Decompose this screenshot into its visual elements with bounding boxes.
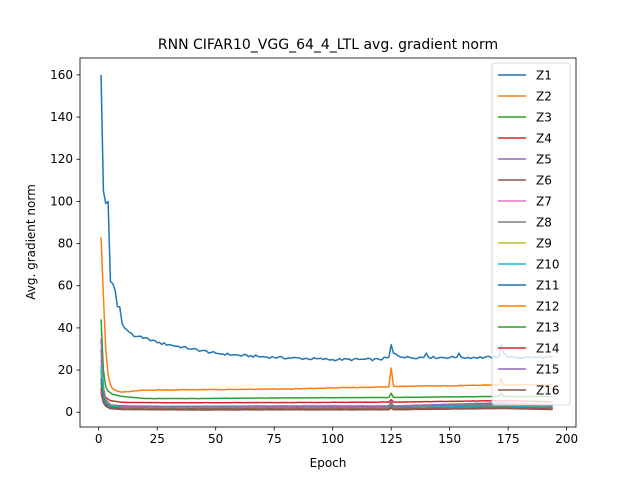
series-line-z16 [100,393,553,411]
x-tick-label: 75 [267,432,282,446]
series-line-z8 [100,348,553,409]
legend-label-z3: Z3 [536,111,552,125]
legend-label-z9: Z9 [536,237,552,251]
legend-label-z16: Z16 [536,384,560,398]
series-line-z2 [100,237,553,393]
legend-label-z6: Z6 [536,174,552,188]
series-layer [100,74,553,411]
legend-label-z7: Z7 [536,195,552,209]
y-tick-label: 120 [50,152,73,166]
y-tick-label: 140 [50,110,73,124]
x-tick-label: 100 [321,432,344,446]
x-tick-label: 0 [95,432,103,446]
x-tick-label: 25 [150,432,165,446]
y-tick-label: 100 [50,194,73,208]
legend: Z1 Z2 Z3 Z4 Z5 Z6 Z7 Z8 Z9 Z10 Z11 Z12 Z13 Z14 Z15 Z16 [491,62,571,406]
y-axis-label: Avg. gradient norm [24,184,38,300]
legend-label-z12: Z12 [536,300,560,314]
legend-label-z1: Z1 [536,69,552,83]
x-tick-label: 125 [380,432,403,446]
x-tick-label: 175 [497,432,520,446]
legend-label-z10: Z10 [536,258,560,272]
legend-label-z2: Z2 [536,90,552,104]
y-tick-label: 40 [58,321,73,335]
x-axis-label: Epoch [310,456,347,470]
legend-box [491,62,571,406]
x-tick-label: 200 [555,432,578,446]
legend-label-z14: Z14 [536,342,560,356]
series-line-z5 [100,338,553,408]
plot-frame [79,57,577,428]
legend-label-z13: Z13 [536,321,560,335]
y-tick-label: 0 [65,405,73,419]
y-tick-label: 80 [58,237,73,251]
chart-title: RNN CIFAR10_VGG_64_4_LTL avg. gradient n… [158,37,498,53]
legend-label-z15: Z15 [536,363,560,377]
legend-label-z11: Z11 [536,279,560,293]
series-line-z4 [100,382,553,404]
legend-label-z5: Z5 [536,153,552,167]
x-tick-label: 150 [438,432,461,446]
legend-label-z8: Z8 [536,216,552,230]
series-line-z1 [100,74,553,362]
y-axis: 0 20 40 60 80 100 120 140 160 [50,68,80,419]
series-line-z3 [100,319,553,400]
y-tick-label: 160 [50,68,73,82]
y-tick-label: 60 [58,279,73,293]
legend-label-z4: Z4 [536,132,552,146]
x-axis: 0 25 50 75 100 125 150 175 200 [95,427,578,446]
x-tick-label: 50 [208,432,223,446]
y-tick-label: 20 [58,363,73,377]
